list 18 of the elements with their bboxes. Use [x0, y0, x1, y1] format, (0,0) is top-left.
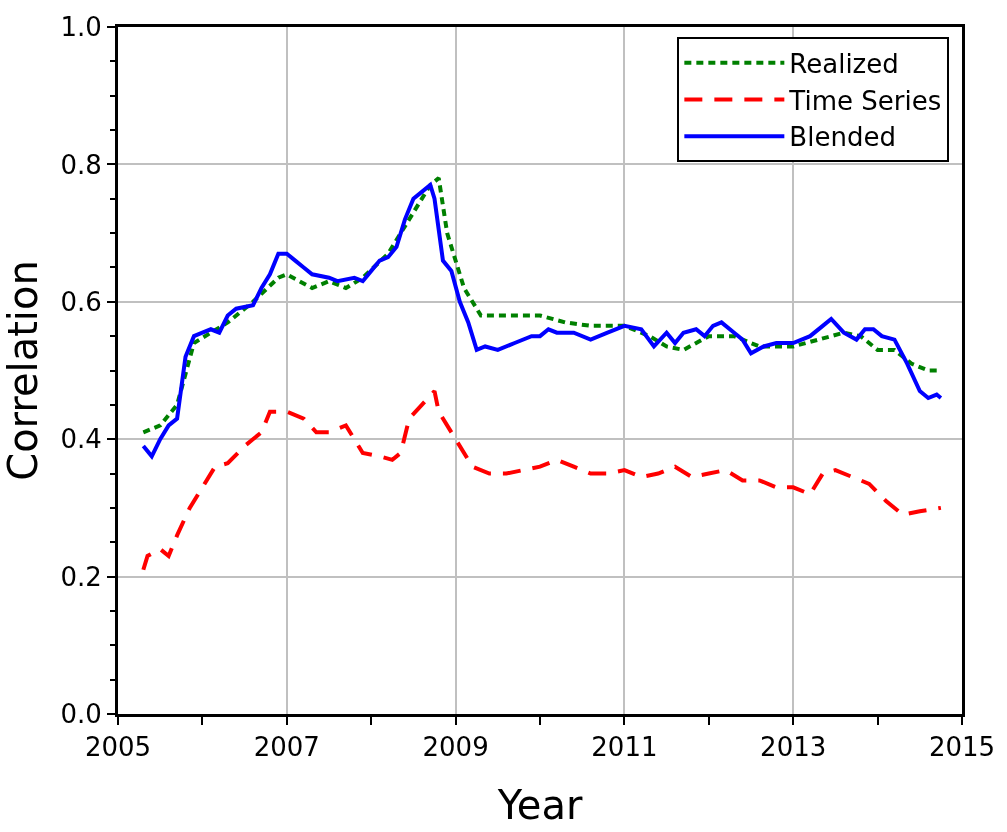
- x-tick-label: 2011: [591, 732, 658, 763]
- x-tick-label: 2005: [84, 732, 152, 763]
- x-tick-label: 2015: [928, 732, 996, 763]
- y-tick-label: 0.4: [60, 424, 102, 455]
- y-tick-label: 0.0: [60, 699, 102, 730]
- x-tick-label: 2007: [253, 732, 320, 763]
- y-tick-label: 1.0: [60, 12, 102, 43]
- y-tick-label: 0.8: [60, 149, 102, 180]
- x-tick-label: 2009: [422, 732, 489, 763]
- legend-label: Realized: [789, 48, 899, 79]
- line-series: [141, 389, 943, 572]
- x-tick-label: 2013: [760, 732, 827, 763]
- legend-label: Blended: [789, 122, 896, 153]
- y-tick-label: 0.6: [60, 286, 102, 317]
- x-axis-title: Year: [496, 781, 583, 828]
- legend-label: Time Series: [788, 85, 942, 116]
- y-tick-label: 0.2: [60, 561, 102, 592]
- y-axis-title: Correlation: [0, 260, 46, 481]
